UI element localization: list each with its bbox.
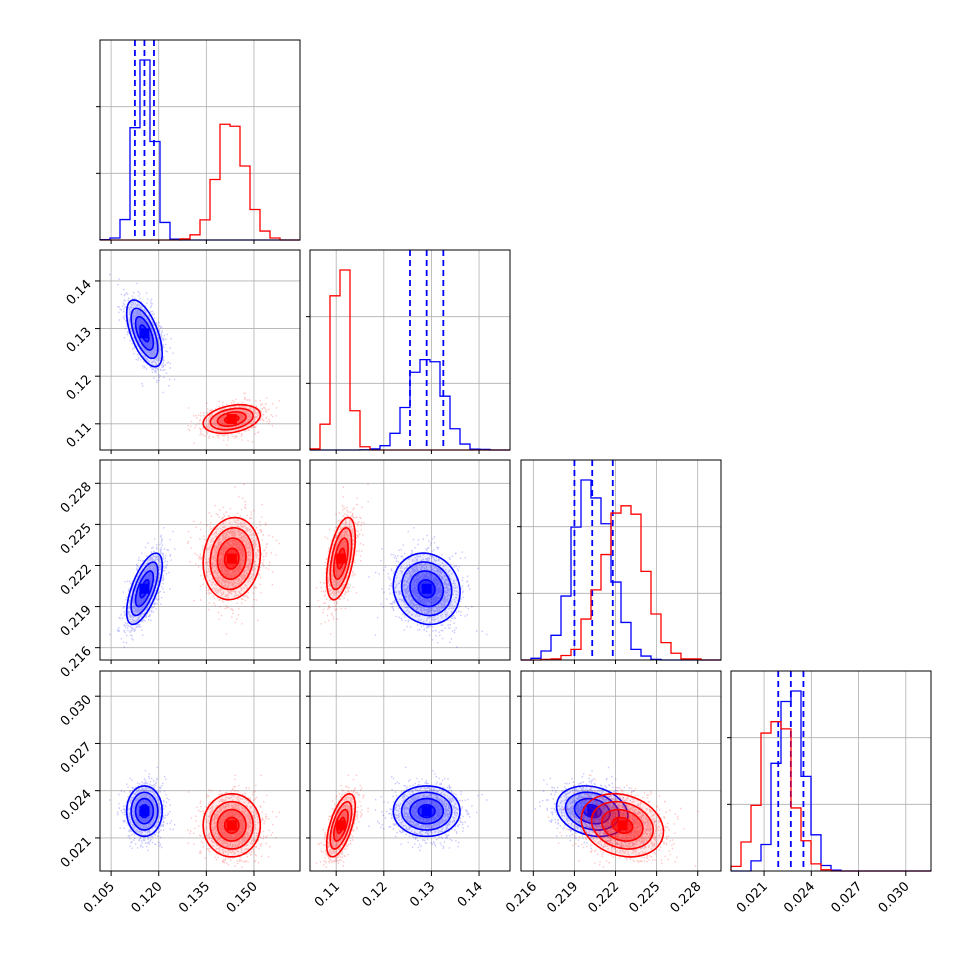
x-tick-label: 0.216 bbox=[503, 879, 540, 916]
y-tick-label: 0.222 bbox=[58, 562, 95, 599]
panel-grid-2-0 bbox=[100, 460, 300, 660]
y-tick-label: 0.11 bbox=[64, 420, 95, 451]
panel-frame-1-0 bbox=[99, 249, 301, 451]
y-tick-label: 0.219 bbox=[58, 603, 95, 640]
panel-frame-2-1 bbox=[309, 459, 511, 661]
scatter-panel-1-0 bbox=[109, 273, 280, 446]
x-tick-label: 0.021 bbox=[734, 879, 771, 916]
panel-grid-3-3 bbox=[763, 671, 907, 871]
panel-frame-1-1 bbox=[309, 249, 511, 451]
density-peak-series-1 bbox=[335, 553, 346, 564]
density-peak-series-0 bbox=[139, 583, 150, 594]
x-tick-label: 0.135 bbox=[176, 879, 213, 916]
scatter-panel-3-0 bbox=[109, 766, 280, 871]
density-peak-series-1 bbox=[226, 553, 237, 564]
y-tick-label: 0.13 bbox=[64, 325, 95, 356]
scatter-panel-2-0 bbox=[109, 483, 280, 648]
panel-grid-2-2 bbox=[532, 460, 699, 660]
scatter-panel-2-1 bbox=[315, 483, 488, 648]
scatter-panel-3-2 bbox=[534, 766, 699, 871]
panel-grid-1-0 bbox=[100, 250, 300, 450]
y-tick-label: 0.228 bbox=[58, 480, 95, 517]
y-tick-label: 0.225 bbox=[58, 521, 95, 558]
y-tick-label: 0.024 bbox=[58, 787, 95, 824]
panel-grid-2-1 bbox=[310, 460, 510, 660]
panel-grid-0-0 bbox=[110, 40, 255, 240]
scatter-points-series-0 bbox=[368, 766, 488, 852]
histogram-2-series-1 bbox=[521, 505, 721, 661]
panel-frame-3-3 bbox=[730, 670, 932, 872]
panel-frame-0-0 bbox=[99, 39, 301, 241]
density-peak-series-1 bbox=[226, 820, 237, 831]
x-tick-label: 0.030 bbox=[876, 879, 913, 916]
x-tick-label: 0.027 bbox=[828, 879, 865, 916]
x-tick-label: 0.120 bbox=[129, 879, 166, 916]
x-tick-label: 0.12 bbox=[360, 879, 391, 910]
panel-frame-3-1 bbox=[309, 670, 511, 872]
panel-grid-3-2 bbox=[521, 671, 721, 871]
density-peak-series-0 bbox=[587, 806, 598, 817]
x-tick-label: 0.024 bbox=[781, 879, 818, 916]
x-tick-label: 0.228 bbox=[668, 879, 705, 916]
y-tick-label: 0.021 bbox=[58, 834, 95, 871]
y-tick-label: 0.027 bbox=[58, 740, 95, 777]
x-tick-label: 0.105 bbox=[81, 879, 118, 916]
y-tick-label: 0.12 bbox=[64, 372, 95, 403]
x-tick-label: 0.11 bbox=[312, 879, 343, 910]
panel-frame-3-2 bbox=[520, 670, 722, 872]
y-tick-label: 0.216 bbox=[58, 644, 95, 681]
y-tick-label: 0.030 bbox=[58, 692, 95, 729]
density-peak-series-1 bbox=[226, 414, 237, 425]
histogram-0-series-0 bbox=[99, 59, 300, 241]
x-tick-label: 0.222 bbox=[585, 879, 622, 916]
x-tick-label: 0.219 bbox=[544, 879, 581, 916]
panel-frame-2-0 bbox=[99, 459, 301, 661]
panel-grid-3-1 bbox=[310, 671, 510, 871]
x-tick-label: 0.13 bbox=[407, 879, 438, 910]
panel-frame-2-2 bbox=[520, 459, 722, 661]
density-peak-series-0 bbox=[421, 583, 432, 594]
panel-grid-3-0 bbox=[100, 671, 300, 871]
x-tick-label: 0.14 bbox=[455, 879, 486, 910]
scatter-panel-3-1 bbox=[315, 766, 488, 871]
panel-frame-3-0 bbox=[99, 670, 301, 872]
x-tick-label: 0.150 bbox=[224, 879, 261, 916]
density-peak-series-0 bbox=[139, 806, 150, 817]
density-peak-series-1 bbox=[335, 820, 346, 831]
x-tick-label: 0.225 bbox=[627, 879, 664, 916]
density-peak-series-0 bbox=[421, 806, 432, 817]
density-peak-series-1 bbox=[617, 820, 628, 831]
y-tick-label: 0.14 bbox=[64, 277, 95, 308]
density-peak-series-0 bbox=[139, 328, 150, 339]
panel-grid-1-1 bbox=[335, 250, 480, 450]
